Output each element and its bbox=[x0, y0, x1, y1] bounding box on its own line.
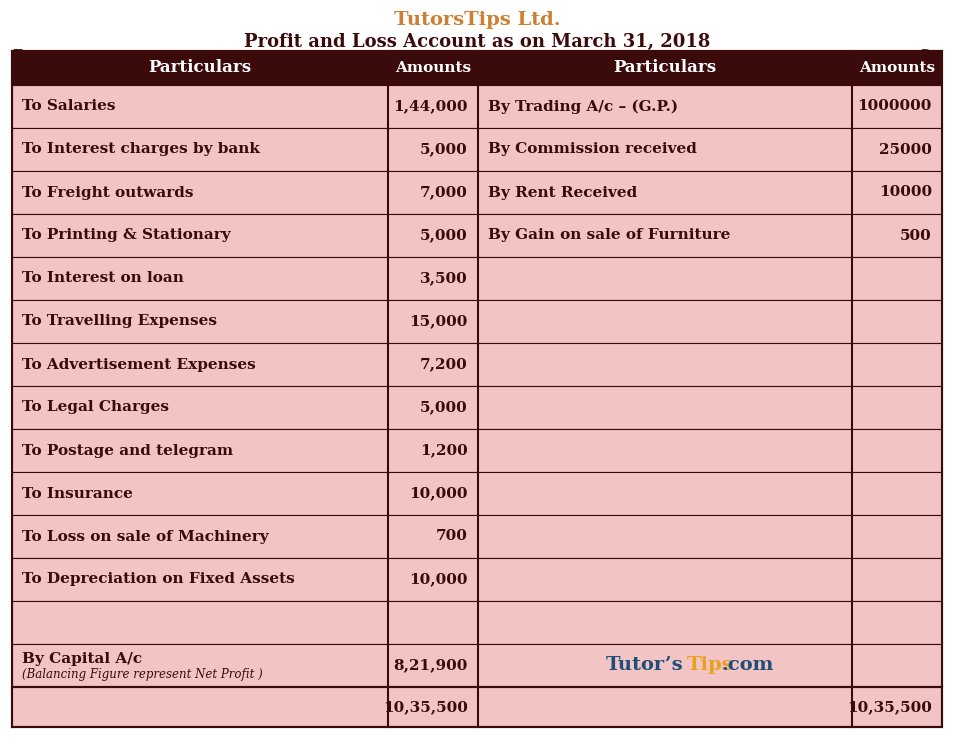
Text: To Interest on loan: To Interest on loan bbox=[22, 272, 184, 285]
Text: Tips: Tips bbox=[686, 656, 733, 674]
Bar bbox=[12, 601, 941, 644]
Text: To Freight outwards: To Freight outwards bbox=[22, 185, 193, 200]
Text: 10000: 10000 bbox=[878, 185, 931, 200]
Text: 7,200: 7,200 bbox=[420, 357, 468, 372]
Bar bbox=[12, 257, 941, 300]
Text: TutorsTips Ltd.: TutorsTips Ltd. bbox=[394, 11, 559, 29]
Text: 1,200: 1,200 bbox=[420, 444, 468, 457]
Text: To Salaries: To Salaries bbox=[22, 99, 115, 113]
Text: By Gain on sale of Furniture: By Gain on sale of Furniture bbox=[488, 228, 730, 243]
Text: To Interest charges by bank: To Interest charges by bank bbox=[22, 143, 259, 156]
Bar bbox=[12, 214, 941, 257]
Bar bbox=[12, 472, 941, 515]
Text: 10,35,500: 10,35,500 bbox=[846, 700, 931, 714]
Text: 5,000: 5,000 bbox=[420, 400, 468, 415]
Text: To Insurance: To Insurance bbox=[22, 487, 132, 500]
Text: 10,000: 10,000 bbox=[409, 572, 468, 587]
Bar bbox=[12, 644, 941, 687]
Bar bbox=[12, 85, 941, 128]
Bar bbox=[12, 515, 941, 558]
Text: To Legal Charges: To Legal Charges bbox=[22, 400, 169, 415]
Text: Amounts: Amounts bbox=[395, 61, 471, 75]
Text: (Balancing Figure represent Net Profit ): (Balancing Figure represent Net Profit ) bbox=[22, 668, 262, 681]
Text: 7,000: 7,000 bbox=[419, 185, 468, 200]
Text: Profit and Loss Account as on March 31, 2018: Profit and Loss Account as on March 31, … bbox=[244, 33, 709, 51]
Bar bbox=[12, 51, 941, 85]
Bar bbox=[12, 687, 941, 727]
Text: To Postage and telegram: To Postage and telegram bbox=[22, 444, 233, 457]
Bar bbox=[12, 386, 941, 429]
Text: To Printing & Stationary: To Printing & Stationary bbox=[22, 228, 231, 243]
Bar bbox=[12, 429, 941, 472]
Bar bbox=[12, 343, 941, 386]
Text: Particulars: Particulars bbox=[149, 59, 252, 77]
Text: To Loss on sale of Machinery: To Loss on sale of Machinery bbox=[22, 529, 269, 544]
Text: By Capital A/c: By Capital A/c bbox=[22, 652, 142, 665]
Text: Particulars: Particulars bbox=[613, 59, 716, 77]
Text: By Commission received: By Commission received bbox=[488, 143, 696, 156]
Text: .com: .com bbox=[720, 656, 773, 674]
Text: 500: 500 bbox=[900, 228, 931, 243]
Text: 25000: 25000 bbox=[879, 143, 931, 156]
Text: 5,000: 5,000 bbox=[420, 143, 468, 156]
Text: To Travelling Expenses: To Travelling Expenses bbox=[22, 315, 216, 328]
Bar bbox=[12, 171, 941, 214]
Text: 8,21,900: 8,21,900 bbox=[394, 659, 468, 672]
Text: 10,35,500: 10,35,500 bbox=[383, 700, 468, 714]
Bar bbox=[12, 300, 941, 343]
Text: 700: 700 bbox=[436, 529, 468, 544]
Text: 15,000: 15,000 bbox=[409, 315, 468, 328]
Text: To Advertisement Expenses: To Advertisement Expenses bbox=[22, 357, 255, 372]
Text: To Depreciation on Fixed Assets: To Depreciation on Fixed Assets bbox=[22, 572, 294, 587]
Text: 1,44,000: 1,44,000 bbox=[393, 99, 468, 113]
Text: 5,000: 5,000 bbox=[420, 228, 468, 243]
Text: 1000000: 1000000 bbox=[857, 99, 931, 113]
Text: 3,500: 3,500 bbox=[420, 272, 468, 285]
Text: Amounts: Amounts bbox=[858, 61, 934, 75]
Text: Dr.: Dr. bbox=[12, 49, 37, 63]
Bar bbox=[12, 128, 941, 171]
Text: Tutor’s: Tutor’s bbox=[605, 656, 682, 674]
Bar bbox=[12, 558, 941, 601]
Text: By Trading A/c – (G.P.): By Trading A/c – (G.P.) bbox=[488, 99, 678, 113]
Text: Cr.: Cr. bbox=[917, 49, 941, 63]
Text: By Rent Received: By Rent Received bbox=[488, 185, 637, 200]
Text: 10,000: 10,000 bbox=[409, 487, 468, 500]
